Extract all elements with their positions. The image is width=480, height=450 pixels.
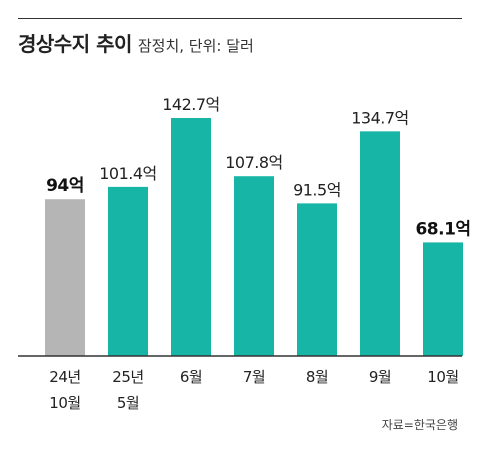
x-tick-label: 5월 — [117, 394, 139, 412]
data-label: 94억 — [46, 176, 84, 196]
data-label: 142.7억 — [162, 95, 220, 114]
bar — [108, 186, 148, 356]
x-tick-label: 7월 — [243, 368, 265, 386]
bar — [234, 176, 274, 356]
data-label: 68.1억 — [415, 219, 470, 239]
bar — [297, 203, 337, 356]
data-label: 107.8억 — [225, 153, 283, 172]
x-tick-label: 10월 — [427, 368, 458, 386]
top-rule — [18, 18, 462, 19]
x-tick-label: 25년 — [112, 368, 143, 386]
data-label: 91.5억 — [293, 180, 341, 199]
bar — [423, 242, 463, 356]
x-tick-label: 10월 — [49, 394, 80, 412]
x-tick-label: 9월 — [369, 368, 391, 386]
chart-title: 경상수지 추이 — [18, 32, 132, 56]
x-tick-label: 8월 — [306, 368, 328, 386]
data-label: 134.7억 — [351, 108, 409, 127]
chart-subtitle: 잠정치, 단위: 달러 — [137, 37, 254, 55]
bar — [360, 131, 400, 356]
x-tick-label: 6월 — [180, 368, 202, 386]
chart-header: 경상수지 추이 잠정치, 단위: 달러 — [18, 28, 254, 57]
source-note: 자료=한국은행 — [381, 418, 458, 432]
x-tick-label: 24년 — [49, 368, 80, 386]
data-label: 101.4억 — [99, 164, 157, 183]
bar — [171, 118, 211, 356]
bar — [45, 199, 85, 356]
